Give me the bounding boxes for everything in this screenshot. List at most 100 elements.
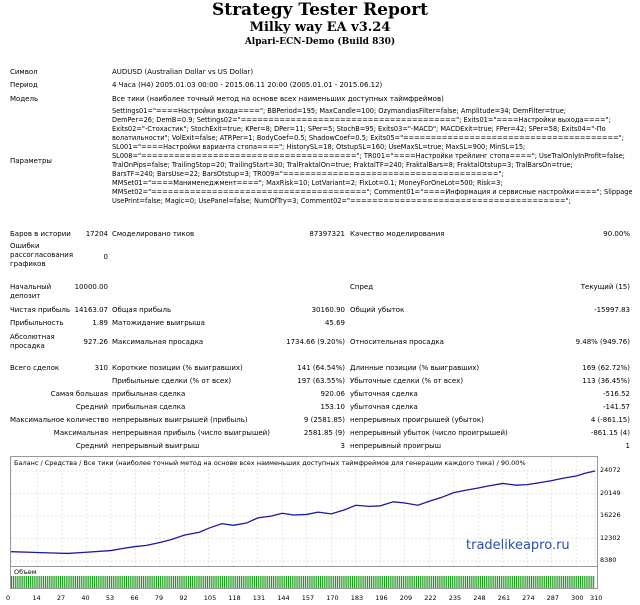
avg-loss-label: убыточная сделка (350, 403, 418, 411)
volume-bar (206, 576, 209, 588)
volume-bar (412, 576, 414, 588)
x-tick-label: 274 (522, 594, 535, 602)
volume-bar (108, 576, 111, 588)
short-value: 141 (64.54%) (297, 364, 345, 372)
volume-bar (282, 576, 284, 588)
volume-bar (579, 576, 582, 588)
volume-bar (157, 576, 160, 588)
volume-bar (351, 576, 354, 588)
volume-bar (225, 576, 227, 588)
x-tick-label: 118 (228, 594, 241, 602)
maxc-win-value: 2581.85 (9) (303, 429, 345, 437)
volume-bar (319, 576, 322, 588)
volume-bar (248, 576, 250, 588)
x-tick-label: 14 (32, 594, 41, 602)
volume-bar (67, 576, 69, 588)
volume-bar (389, 576, 391, 588)
volume-bar (240, 576, 242, 588)
volume-bar (440, 576, 442, 588)
bars-value: 17204 (85, 230, 108, 238)
volume-bar (269, 576, 271, 588)
volume-bar (50, 576, 52, 588)
volume-bar (338, 576, 340, 588)
parameters-block: Settings01="====Настройки входа===="; BB… (112, 107, 632, 206)
volume-bar (188, 576, 190, 588)
volume-bar (376, 576, 378, 588)
volume-bar (235, 576, 237, 588)
volume-bar (301, 576, 303, 588)
volume-bar (387, 576, 389, 588)
volume-bar (263, 576, 265, 588)
param-line: MMSet02="===============================… (112, 188, 632, 196)
volume-bar (278, 576, 280, 588)
volume-bar (286, 576, 288, 588)
param-line: Settings01="====Настройки входа===="; BB… (112, 107, 567, 115)
volume-bar (122, 576, 124, 588)
volume-bar (131, 576, 133, 588)
volume-bar (165, 576, 167, 588)
avgc-loss-value: 1 (625, 442, 630, 450)
abs-dd-label: Абсолютная просадка (10, 333, 55, 350)
maxn-win-label: непрерывных выигрышей (прибыль) (112, 416, 248, 424)
volume-bar (423, 576, 425, 588)
volume-bar (259, 576, 261, 588)
volume-bar (208, 576, 210, 588)
volume-bar (41, 576, 43, 588)
volume-bar (112, 576, 114, 588)
volume-bar (493, 576, 495, 588)
volume-bar (374, 576, 376, 588)
avgc-win-value: 3 (340, 442, 345, 450)
volume-bar (46, 576, 48, 588)
volume-bar (59, 576, 62, 588)
volume-bar (127, 576, 129, 588)
x-tick-label: 287 (546, 594, 560, 602)
pf-value: 1.89 (92, 319, 108, 327)
volume-bar (333, 576, 335, 588)
volume-bar (551, 576, 553, 588)
volume-bar (391, 576, 393, 588)
volume-bar (92, 576, 94, 588)
volume-bar (156, 576, 158, 588)
volume-bar (384, 576, 386, 588)
volume-bar (61, 576, 63, 588)
volume-bar (363, 576, 365, 588)
volume-bar (312, 576, 314, 588)
volume-bar (99, 576, 101, 588)
volume-bar (568, 576, 570, 588)
volume-bar (491, 576, 493, 588)
volume-bar (408, 576, 410, 588)
volume-bar (144, 576, 146, 588)
volume-bar (513, 576, 516, 588)
maxn-loss-value: 4 (-861.15) (590, 416, 630, 424)
loss-value: 113 (36.45%) (582, 377, 630, 385)
volume-bar (63, 576, 65, 588)
volume-bar (434, 576, 436, 588)
volume-bar (199, 576, 201, 588)
volume-bar (22, 576, 24, 588)
volume-bar (308, 576, 310, 588)
volume-bar (306, 576, 308, 588)
volume-bar (82, 576, 84, 588)
volume-bar (303, 576, 305, 588)
symbol-label: Символ (10, 68, 38, 76)
volume-bar (105, 576, 107, 588)
volume-bar (361, 576, 363, 588)
volume-bar (261, 576, 263, 588)
volume-bar (487, 576, 489, 588)
x-tick-label: 144 (277, 594, 290, 602)
volume-bar (572, 576, 574, 588)
volume-bar (284, 576, 286, 588)
volume-bar (530, 576, 533, 588)
volume-bar (481, 576, 484, 588)
volume-bar (485, 576, 487, 588)
volume-bar (549, 576, 551, 588)
period-value: 4 Часа (H4) 2005.01.03 00:00 - 2015.06.1… (112, 81, 383, 89)
volume-bar (124, 576, 126, 588)
maxc-win-label: непрерывная прибыль (число выигрышей) (112, 429, 270, 437)
volume-bar (193, 576, 195, 588)
volume-bar (69, 576, 71, 588)
y-tick-label: 12302 (600, 533, 621, 542)
avg-win-value: 153.10 (320, 403, 346, 411)
volume-bar (419, 576, 421, 588)
volume-bar (267, 576, 269, 588)
